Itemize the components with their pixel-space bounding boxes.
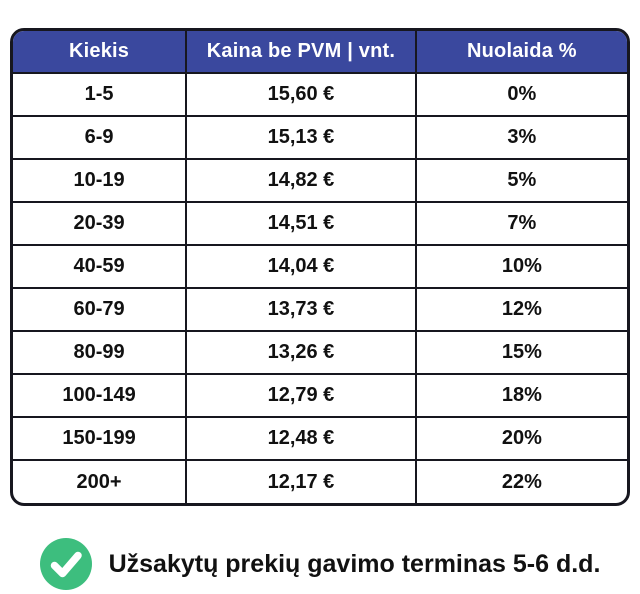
table-row: 6-9 15,13 € 3% [13,115,627,160]
price-cell: 14,51 € [185,201,417,246]
table-row: 80-99 13,26 € 15% [13,330,627,375]
quantity-cell: 20-39 [13,201,188,246]
pricing-table: Kiekis Kaina be PVM | vnt. Nuolaida % 1-… [13,31,627,503]
quantity-cell: 40-59 [13,244,188,289]
table-row: 20-39 14,51 € 7% [13,201,627,246]
quantity-discount-table: Kiekis Kaina be PVM | vnt. Nuolaida % 1-… [10,28,630,506]
table-row: 150-199 12,48 € 20% [13,416,627,461]
table-row: 100-149 12,79 € 18% [13,373,627,418]
price-cell: 12,48 € [185,416,417,461]
discount-cell: 3% [414,115,627,160]
column-header-discount: Nuolaida % [414,31,627,74]
quantity-cell: 6-9 [13,115,188,160]
price-cell: 15,13 € [185,115,417,160]
quantity-cell: 200+ [13,459,188,503]
check-circle-icon [39,538,92,590]
quantity-cell: 60-79 [13,287,188,332]
price-cell: 12,17 € [185,459,417,503]
table-row: 200+ 12,17 € 22% [13,459,627,503]
discount-cell: 10% [414,244,627,289]
discount-cell: 20% [414,416,627,461]
discount-cell: 15% [414,330,627,375]
discount-cell: 5% [414,158,627,203]
price-cell: 15,60 € [185,72,417,117]
quantity-cell: 80-99 [13,330,188,375]
quantity-cell: 100-149 [13,373,188,418]
table-row: 10-19 14,82 € 5% [13,158,627,203]
price-cell: 14,82 € [185,158,417,203]
price-cell: 13,73 € [185,287,417,332]
price-cell: 14,04 € [185,244,417,289]
discount-cell: 12% [414,287,627,332]
price-cell: 13,26 € [185,330,417,375]
table-row: 40-59 14,04 € 10% [13,244,627,289]
quantity-cell: 150-199 [13,416,188,461]
column-header-quantity: Kiekis [13,31,188,74]
delivery-note-text: Užsakytų prekių gavimo terminas 5-6 d.d. [108,549,601,578]
discount-cell: 7% [414,201,627,246]
table-row: 60-79 13,73 € 12% [13,287,627,332]
price-cell: 12,79 € [185,373,417,418]
table-row: 1-5 15,60 € 0% [13,72,627,117]
delivery-note: Užsakytų prekių gavimo terminas 5-6 d.d. [0,538,640,590]
discount-cell: 0% [414,72,627,117]
table-header-row: Kiekis Kaina be PVM | vnt. Nuolaida % [13,31,627,74]
quantity-cell: 10-19 [13,158,188,203]
discount-cell: 22% [414,459,627,503]
column-header-price: Kaina be PVM | vnt. [185,31,417,74]
quantity-cell: 1-5 [13,72,188,117]
discount-cell: 18% [414,373,627,418]
